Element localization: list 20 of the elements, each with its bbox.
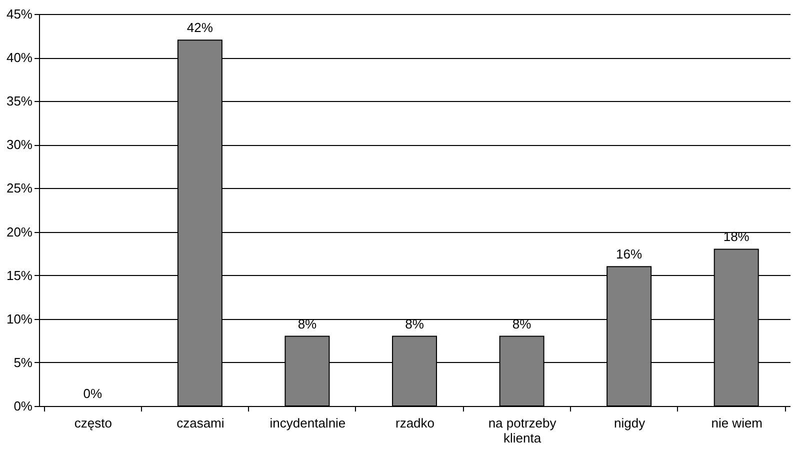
y-tick-label: 40% bbox=[6, 50, 33, 66]
x-tick-label: często bbox=[74, 416, 112, 430]
data-label: 42% bbox=[186, 20, 214, 36]
x-tick-label: czasami bbox=[176, 416, 224, 430]
x-tick-label: nigdy bbox=[614, 416, 646, 430]
x-tick-label: nie wiem bbox=[711, 416, 763, 430]
x-tick-label: incydentalnie bbox=[270, 416, 346, 430]
x-tick-label: na potrzeby klienta bbox=[488, 416, 557, 446]
y-tick-label: 0% bbox=[14, 398, 33, 414]
y-tick-label: 10% bbox=[6, 311, 33, 326]
y-tick-label: 20% bbox=[6, 224, 33, 240]
y-tick-label: 45% bbox=[6, 6, 33, 22]
data-label: 16% bbox=[616, 246, 643, 262]
x-tick-label: rzadko bbox=[395, 416, 435, 430]
data-label: 0% bbox=[83, 386, 102, 401]
y-tick-label: 35% bbox=[6, 94, 33, 109]
y-tick-label: 15% bbox=[6, 268, 33, 283]
y-tick-label: 30% bbox=[6, 137, 33, 152]
y-tick-label: 5% bbox=[14, 354, 33, 370]
y-tick-label: 25% bbox=[6, 180, 33, 196]
